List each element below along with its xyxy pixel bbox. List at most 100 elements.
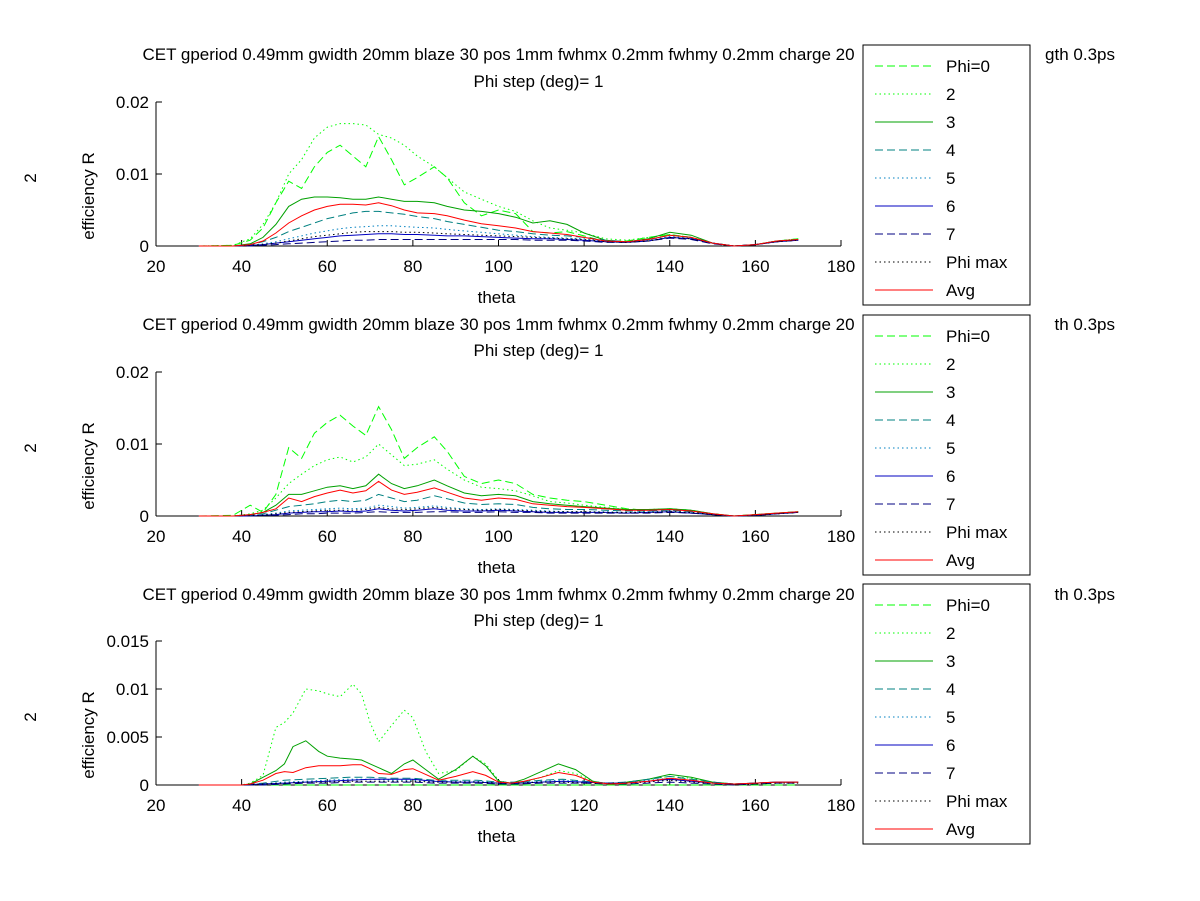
x-tick-label: 40 <box>232 527 251 546</box>
legend-entry: 7 <box>946 764 955 783</box>
series-line-3 <box>198 740 799 786</box>
series-line-2 <box>198 123 799 247</box>
y-tick-label: 0.02 <box>116 93 149 112</box>
legend: Phi=0 2 3 4 5 6 7 Phi max Avg <box>862 44 1031 306</box>
y-axis-label: efficiency R <box>79 422 98 510</box>
series-line-4 <box>198 775 799 786</box>
x-tick-label: 60 <box>318 257 337 276</box>
x-tick-label: 60 <box>318 527 337 546</box>
y-tick-label: 0.01 <box>116 435 149 454</box>
x-tick-label: 60 <box>318 796 337 815</box>
x-tick-label: 80 <box>403 796 422 815</box>
y-axis-label-superscript: 2 <box>21 443 40 452</box>
x-tick-label: 180 <box>827 257 855 276</box>
y-tick-label: 0.01 <box>116 165 149 184</box>
legend-entry: 2 <box>946 355 955 374</box>
legend-entry: 7 <box>946 495 955 514</box>
series-line-6 <box>198 233 799 247</box>
x-tick-label: 120 <box>570 257 598 276</box>
y-tick-label: 0.02 <box>116 363 149 382</box>
chart-subtitle: Phi step (deg)= 1 <box>474 72 604 91</box>
series-line-4 <box>198 493 799 517</box>
y-axis-label-superscript: 2 <box>21 173 40 182</box>
series-line-avg <box>198 202 799 247</box>
series-line-avg <box>198 480 799 517</box>
x-tick-label: 160 <box>741 527 769 546</box>
y-tick-label: 0.01 <box>116 680 149 699</box>
legend: Phi=0 2 3 4 5 6 7 Phi max Avg <box>862 314 1031 576</box>
x-tick-label: 80 <box>403 527 422 546</box>
x-tick-label: 160 <box>741 796 769 815</box>
legend-entry: 3 <box>946 383 955 402</box>
series-line-avg <box>198 764 799 786</box>
x-tick-label: 120 <box>570 796 598 815</box>
series-group <box>198 123 799 247</box>
x-tick-label: 180 <box>827 796 855 815</box>
legend: Phi=0 2 3 4 5 6 7 Phi max Avg <box>862 583 1031 845</box>
legend-entry: 5 <box>946 169 955 188</box>
series-line-2 <box>198 683 799 786</box>
legend-entry: 2 <box>946 624 955 643</box>
legend-entry: Phi max <box>946 253 1008 272</box>
y-axis-label: efficiency R <box>79 152 98 240</box>
legend-entry: 7 <box>946 225 955 244</box>
x-tick-label: 100 <box>484 527 512 546</box>
legend-entry: Phi=0 <box>946 57 990 76</box>
series-line-7 <box>198 511 799 517</box>
y-tick-label: 0 <box>140 237 149 256</box>
series-line-3 <box>198 196 799 247</box>
x-tick-label: 100 <box>484 257 512 276</box>
x-tick-label: 40 <box>232 257 251 276</box>
y-tick-label: 0 <box>140 507 149 526</box>
subplot-3: CET gperiod 0.49mm gwidth 20mm blaze 30 … <box>21 583 1116 846</box>
legend-entry: 6 <box>946 736 955 755</box>
subplot-1: CET gperiod 0.49mm gwidth 20mm blaze 30 … <box>21 44 1115 307</box>
legend-entry: Phi max <box>946 792 1008 811</box>
series-line-phi-max <box>198 506 799 517</box>
legend-entry: 5 <box>946 708 955 727</box>
x-tick-label: 100 <box>484 796 512 815</box>
legend-entry: 3 <box>946 652 955 671</box>
legend-box <box>862 583 1031 845</box>
x-tick-label: 120 <box>570 527 598 546</box>
legend-entry: 3 <box>946 113 955 132</box>
legend-box <box>862 314 1031 576</box>
y-tick-label: 0.015 <box>106 632 149 651</box>
series-group <box>198 683 799 786</box>
y-axis-label: efficiency R <box>79 691 98 779</box>
x-tick-label: 140 <box>656 796 684 815</box>
chart-title-tail: gth 0.3ps <box>1045 45 1115 64</box>
legend-entry: 4 <box>946 680 955 699</box>
chart-title-tail: th 0.3ps <box>1055 315 1116 334</box>
x-tick-label: 20 <box>147 796 166 815</box>
x-tick-label: 20 <box>147 527 166 546</box>
chart-title-tail: th 0.3ps <box>1055 585 1116 604</box>
series-line-phi-max <box>198 231 799 247</box>
legend-entry: Avg <box>946 551 975 570</box>
chart-subtitle: Phi step (deg)= 1 <box>474 341 604 360</box>
x-tick-label: 40 <box>232 796 251 815</box>
series-group <box>198 405 799 517</box>
legend-entry: 2 <box>946 85 955 104</box>
legend-entry: Phi=0 <box>946 327 990 346</box>
x-tick-label: 20 <box>147 257 166 276</box>
x-axis-label: theta <box>478 827 516 846</box>
x-tick-label: 140 <box>656 527 684 546</box>
legend-box <box>862 44 1031 306</box>
legend-entry: 4 <box>946 411 955 430</box>
series-line-phi-0 <box>198 135 799 247</box>
legend-entry: 4 <box>946 141 955 160</box>
chart-title: CET gperiod 0.49mm gwidth 20mm blaze 30 … <box>142 315 854 334</box>
chart-subtitle: Phi step (deg)= 1 <box>474 611 604 630</box>
x-axis-label: theta <box>478 558 516 577</box>
x-tick-label: 160 <box>741 257 769 276</box>
x-axis-label: theta <box>478 288 516 307</box>
legend-entry: 6 <box>946 197 955 216</box>
legend-entry: Phi=0 <box>946 596 990 615</box>
y-tick-label: 0.005 <box>106 728 149 747</box>
x-tick-label: 80 <box>403 257 422 276</box>
x-tick-label: 180 <box>827 527 855 546</box>
series-line-phi-0 <box>198 405 799 517</box>
subplot-2: CET gperiod 0.49mm gwidth 20mm blaze 30 … <box>21 314 1116 577</box>
